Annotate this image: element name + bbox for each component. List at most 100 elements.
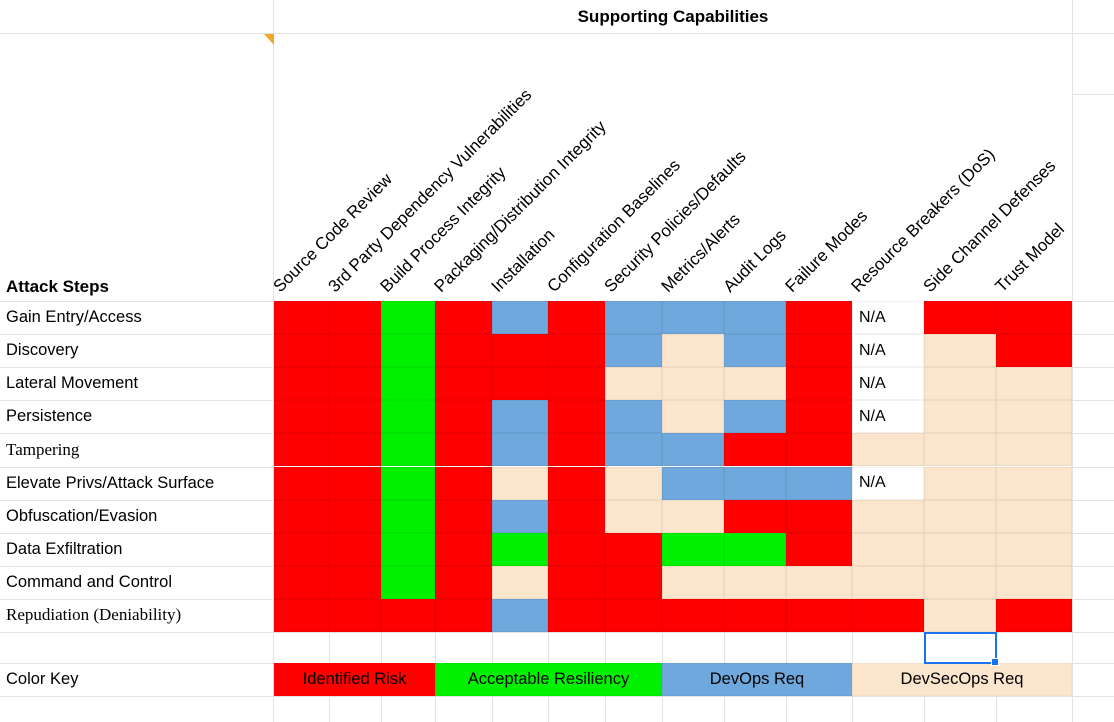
matrix-cell[interactable] xyxy=(786,499,852,533)
matrix-cell[interactable] xyxy=(996,466,1072,500)
matrix-cell[interactable] xyxy=(329,367,381,401)
matrix-cell[interactable] xyxy=(492,433,548,467)
matrix-cell[interactable] xyxy=(548,400,605,434)
matrix-cell[interactable]: N/A xyxy=(852,367,924,401)
matrix-cell[interactable] xyxy=(381,499,435,533)
matrix-cell[interactable] xyxy=(274,598,329,632)
matrix-cell[interactable] xyxy=(435,301,492,335)
matrix-cell[interactable] xyxy=(435,433,492,467)
matrix-cell[interactable] xyxy=(274,532,329,566)
matrix-cell[interactable] xyxy=(924,532,996,566)
matrix-cell[interactable] xyxy=(329,499,381,533)
matrix-cell[interactable] xyxy=(786,598,852,632)
matrix-cell[interactable] xyxy=(724,499,786,533)
matrix-cell[interactable] xyxy=(435,499,492,533)
matrix-cell[interactable]: N/A xyxy=(852,466,924,500)
matrix-cell[interactable] xyxy=(435,598,492,632)
matrix-cell[interactable] xyxy=(548,565,605,599)
matrix-cell[interactable] xyxy=(662,466,724,500)
matrix-cell[interactable] xyxy=(605,532,662,566)
matrix-cell[interactable] xyxy=(548,433,605,467)
color-key-entry[interactable]: DevOps Req xyxy=(662,663,852,696)
matrix-cell[interactable] xyxy=(724,532,786,566)
matrix-cell[interactable] xyxy=(605,565,662,599)
matrix-cell[interactable] xyxy=(852,598,924,632)
matrix-cell[interactable] xyxy=(724,334,786,368)
matrix-cell[interactable] xyxy=(381,301,435,335)
matrix-cell[interactable] xyxy=(381,400,435,434)
matrix-cell[interactable] xyxy=(924,400,996,434)
matrix-cell[interactable] xyxy=(996,334,1072,368)
matrix-cell[interactable] xyxy=(492,334,548,368)
matrix-cell[interactable] xyxy=(548,301,605,335)
matrix-cell[interactable] xyxy=(492,301,548,335)
attack-steps-header[interactable]: Attack Steps xyxy=(6,276,109,296)
matrix-cell[interactable] xyxy=(662,598,724,632)
matrix-cell[interactable] xyxy=(492,532,548,566)
matrix-cell[interactable] xyxy=(274,499,329,533)
matrix-cell[interactable] xyxy=(662,532,724,566)
matrix-cell[interactable] xyxy=(381,433,435,467)
matrix-cell[interactable] xyxy=(548,598,605,632)
color-key-entry[interactable]: DevSecOps Req xyxy=(852,663,1072,696)
matrix-cell[interactable] xyxy=(996,367,1072,401)
matrix-cell[interactable] xyxy=(724,466,786,500)
matrix-cell[interactable] xyxy=(924,301,996,335)
matrix-cell[interactable] xyxy=(996,565,1072,599)
matrix-cell[interactable] xyxy=(548,499,605,533)
matrix-cell[interactable] xyxy=(852,499,924,533)
color-key-entry[interactable]: Acceptable Resiliency xyxy=(435,663,662,696)
matrix-cell[interactable] xyxy=(274,466,329,500)
matrix-cell[interactable] xyxy=(492,466,548,500)
matrix-cell[interactable] xyxy=(724,400,786,434)
matrix-cell[interactable]: N/A xyxy=(852,301,924,335)
matrix-cell[interactable] xyxy=(724,433,786,467)
matrix-cell[interactable] xyxy=(381,598,435,632)
fill-handle[interactable] xyxy=(991,658,999,666)
matrix-cell[interactable] xyxy=(786,433,852,467)
matrix-cell[interactable] xyxy=(381,367,435,401)
matrix-cell[interactable] xyxy=(274,334,329,368)
matrix-cell[interactable] xyxy=(662,499,724,533)
matrix-cell[interactable] xyxy=(786,400,852,434)
matrix-cell[interactable] xyxy=(996,499,1072,533)
matrix-cell[interactable] xyxy=(274,400,329,434)
matrix-cell[interactable] xyxy=(329,301,381,335)
matrix-cell[interactable] xyxy=(786,334,852,368)
matrix-cell[interactable] xyxy=(381,466,435,500)
matrix-cell[interactable] xyxy=(924,334,996,368)
matrix-cell[interactable] xyxy=(381,334,435,368)
row-label[interactable]: Discovery xyxy=(6,341,79,360)
matrix-cell[interactable] xyxy=(329,565,381,599)
matrix-cell[interactable] xyxy=(329,466,381,500)
row-label[interactable]: Lateral Movement xyxy=(6,374,139,393)
matrix-cell[interactable] xyxy=(662,334,724,368)
matrix-cell[interactable] xyxy=(662,433,724,467)
matrix-cell[interactable] xyxy=(724,367,786,401)
matrix-cell[interactable] xyxy=(605,433,662,467)
matrix-cell[interactable] xyxy=(996,301,1072,335)
column-header[interactable]: Trust Model xyxy=(991,219,1069,296)
matrix-cell[interactable] xyxy=(924,499,996,533)
matrix-cell[interactable] xyxy=(381,532,435,566)
matrix-cell[interactable] xyxy=(435,367,492,401)
matrix-cell[interactable] xyxy=(724,565,786,599)
matrix-cell[interactable] xyxy=(435,466,492,500)
row-label[interactable]: Command and Control xyxy=(6,572,172,591)
matrix-cell[interactable] xyxy=(274,367,329,401)
matrix-cell[interactable] xyxy=(996,400,1072,434)
matrix-cell[interactable] xyxy=(924,466,996,500)
matrix-cell[interactable] xyxy=(435,532,492,566)
matrix-cell[interactable] xyxy=(724,598,786,632)
matrix-cell[interactable] xyxy=(996,598,1072,632)
matrix-cell[interactable] xyxy=(605,466,662,500)
matrix-cell[interactable]: N/A xyxy=(852,400,924,434)
matrix-cell[interactable] xyxy=(662,400,724,434)
supporting-capabilities-header[interactable]: Supporting Capabilities xyxy=(577,6,769,26)
matrix-cell[interactable] xyxy=(548,532,605,566)
matrix-cell[interactable] xyxy=(852,532,924,566)
matrix-cell[interactable] xyxy=(329,598,381,632)
matrix-cell[interactable] xyxy=(924,598,996,632)
matrix-cell[interactable] xyxy=(492,367,548,401)
matrix-cell[interactable] xyxy=(605,301,662,335)
